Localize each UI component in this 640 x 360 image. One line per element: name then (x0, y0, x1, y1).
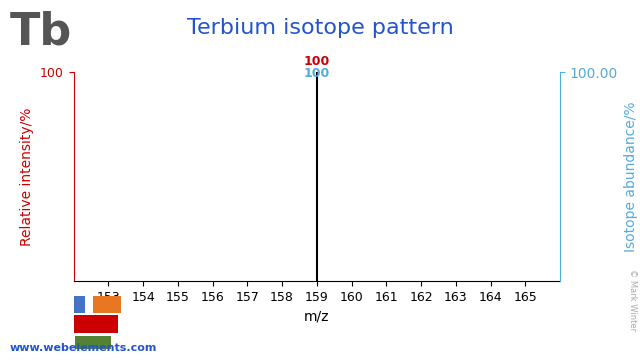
Bar (74, 296, 85, 313)
Text: 100: 100 (303, 67, 330, 80)
Y-axis label: Isotope abundance/%: Isotope abundance/% (623, 101, 637, 252)
Bar (75, 336, 111, 349)
Text: www.webelements.com: www.webelements.com (10, 343, 157, 353)
X-axis label: m/z: m/z (304, 309, 330, 323)
Text: © Mark Winter: © Mark Winter (628, 269, 637, 331)
Text: 100: 100 (303, 55, 330, 68)
Text: Terbium isotope pattern: Terbium isotope pattern (187, 18, 453, 38)
Bar (74, 315, 118, 333)
Y-axis label: Relative intensity/%: Relative intensity/% (20, 107, 35, 246)
Text: Tb: Tb (10, 11, 72, 54)
Bar (93, 296, 121, 313)
